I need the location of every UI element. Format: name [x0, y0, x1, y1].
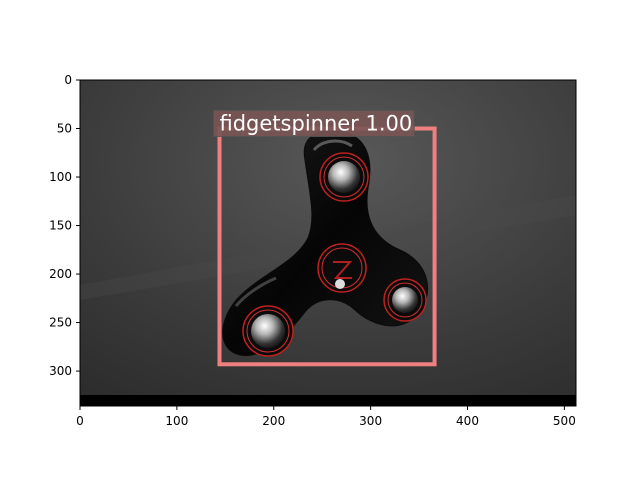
bearing-top [319, 152, 369, 202]
bearing-center [317, 243, 367, 293]
y-tick-label: 0 [64, 73, 72, 87]
detection-label-background [213, 110, 415, 138]
detection-label: fidgetspinner 1.00 [220, 112, 413, 136]
x-axis: 0 100 200 300 400 500 [76, 406, 576, 428]
axes-frame [79, 79, 577, 407]
spinner-body [222, 130, 429, 357]
bearing-right [383, 278, 427, 322]
fidget-spinner [222, 130, 429, 357]
detection-overlay: fidgetspinner 1.00 [213, 110, 437, 367]
spinner-sheen-2 [234, 276, 277, 307]
bearing-left [242, 305, 294, 357]
x-tick-label: 200 [262, 414, 285, 428]
spinner-sheen [312, 139, 353, 152]
x-tick-label: 300 [359, 414, 382, 428]
y-tick-label: 100 [49, 170, 72, 184]
y-tick-label: 200 [49, 267, 72, 281]
x-tick-label: 0 [76, 414, 84, 428]
y-tick-label: 50 [57, 122, 72, 136]
y-axis: 0 50 100 150 200 250 300 [49, 73, 80, 378]
x-tick-label: 500 [553, 414, 576, 428]
y-tick-label: 150 [49, 219, 72, 233]
bottom-black-band [80, 395, 576, 406]
y-tick-label: 250 [49, 316, 72, 330]
x-tick-label: 400 [456, 414, 479, 428]
y-tick-label: 300 [49, 364, 72, 378]
x-tick-label: 100 [165, 414, 188, 428]
